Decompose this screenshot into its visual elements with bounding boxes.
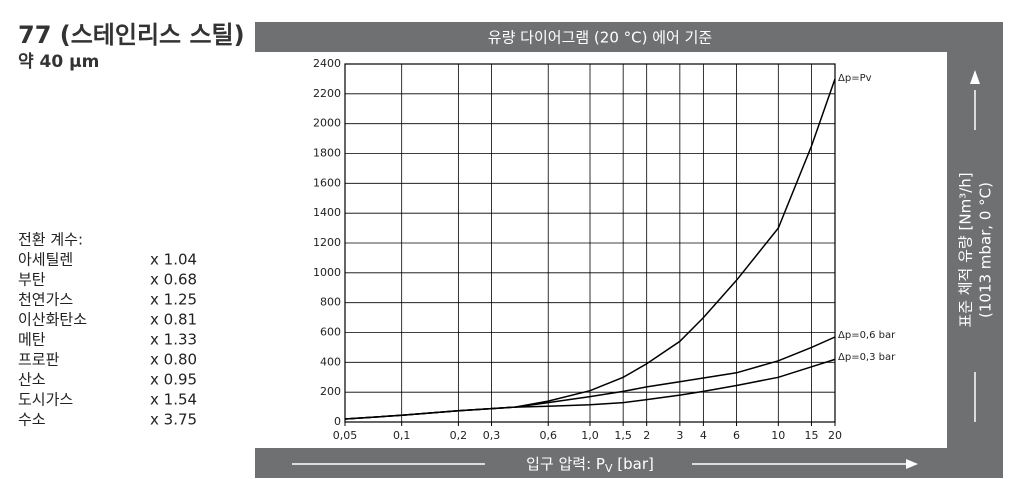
y-tick-label: 2400: [313, 57, 341, 70]
y-tick-label: 1800: [313, 147, 341, 160]
gas-name: 천연가스: [18, 291, 73, 309]
x-label-main: 입구 압력: P: [526, 455, 605, 473]
x-tick-label: 0,3: [483, 429, 501, 442]
page-subtitle: 약 40 µm: [18, 51, 99, 72]
y-axis-label: 표준 체적 유량 [Nm³/h] (1013 mbar, 0 °C): [957, 70, 995, 422]
gas-name: 아세틸렌: [18, 251, 73, 269]
x-tick-label: 2: [643, 429, 650, 442]
x-tick-label: 6: [733, 429, 740, 442]
gas-name: 이산화탄소: [18, 311, 87, 329]
y-tick-label: 0: [334, 415, 341, 428]
y-tick-label: 800: [320, 296, 341, 309]
x-tick-label: 0,2: [450, 429, 468, 442]
x-band: [255, 448, 1003, 478]
conversion-table: 아세틸렌 x 1.04 부탄 x 0.68 천연가스 x 1.25 이산화탄소 x 0.81 메…: [18, 251, 197, 429]
x-tick-label: 0,6: [539, 429, 557, 442]
y-tick-label: 2200: [313, 87, 341, 100]
y-tick-label: 1600: [313, 176, 341, 189]
y-tick-label: 1000: [313, 266, 341, 279]
curve: [344, 358, 836, 420]
x-label-unit: [bar]: [613, 455, 654, 473]
x-tick-label: 0,05: [333, 429, 358, 442]
x-axis-label: 입구 압력: PV [bar]: [292, 455, 918, 476]
x-tick-label: 3: [676, 429, 683, 442]
curve-label: Δp=Pv: [838, 73, 872, 84]
y-tick-label: 2000: [313, 117, 341, 130]
y-tick-label: 400: [320, 355, 341, 368]
plot-frame: [344, 63, 836, 423]
x-tick-label: 15: [804, 429, 818, 442]
gas-name: 메탄: [18, 331, 46, 349]
gas-factor: x 1.25: [150, 291, 197, 309]
gas-factor: x 3.75: [150, 411, 197, 429]
gas-factor: x 0.81: [150, 311, 197, 329]
gas-factor: x 1.54: [150, 391, 197, 409]
gas-name: 프로판: [18, 351, 60, 369]
gas-name: 산소: [18, 371, 46, 389]
arrow-head: [906, 459, 918, 469]
curve-label: Δp=0,6 bar: [838, 330, 896, 341]
x-tick-label: 1,0: [581, 429, 599, 442]
gas-name: 수소: [18, 411, 46, 429]
x-label: 입구 압력: PV [bar]: [526, 455, 654, 476]
gas-factor: x 0.68: [150, 271, 197, 289]
gas-factor: x 1.04: [150, 251, 197, 269]
chart-title: 유량 다이어그램 (20 °C) 에어 기준: [488, 29, 713, 47]
page-title: 77 (스테인리스 스틸): [18, 21, 245, 49]
y-tick-label: 1200: [313, 236, 341, 249]
gas-name: 도시가스: [18, 391, 73, 409]
gas-name: 부탄: [18, 271, 46, 289]
y-label: (1013 mbar, 0 °C): [977, 182, 995, 318]
x-tick-label: 20: [828, 429, 842, 442]
curve-label: Δp=0,3 bar: [838, 352, 896, 363]
x-tick-label: 10: [771, 429, 785, 442]
x-tick-label: 4: [700, 429, 707, 442]
x-tick-label: 1,5: [614, 429, 632, 442]
y-label: 표준 체적 유량 [Nm³/h]: [957, 172, 975, 327]
x-tick-label: 0,1: [393, 429, 411, 442]
conversion-title: 전환 계수:: [18, 231, 83, 249]
title-band: [255, 22, 1003, 52]
y-tick-label: 600: [320, 326, 341, 339]
plot: 0200400600800100012001400160018002000220…: [313, 57, 896, 442]
gas-factor: x 0.95: [150, 371, 197, 389]
y-tick-label: 200: [320, 385, 341, 398]
gas-factor: x 0.80: [150, 351, 197, 369]
gas-factor: x 1.33: [150, 331, 197, 349]
y-tick-label: 1400: [313, 206, 341, 219]
arrow-head: [970, 70, 980, 84]
x-label-sub: V: [605, 462, 613, 475]
